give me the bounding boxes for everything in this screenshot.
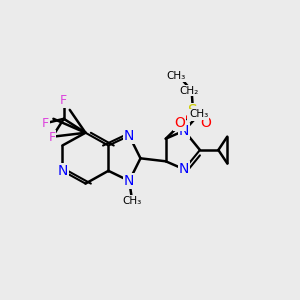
Text: S: S: [188, 104, 198, 119]
Text: CH₃: CH₃: [167, 71, 186, 81]
Text: N: N: [124, 174, 134, 188]
Text: CH₂: CH₂: [179, 85, 198, 96]
Text: N: N: [179, 162, 189, 176]
Text: F: F: [48, 131, 56, 144]
Text: N: N: [179, 124, 189, 138]
Text: N: N: [124, 129, 134, 143]
Text: CH₃: CH₃: [122, 196, 142, 206]
Text: N: N: [57, 164, 68, 178]
Text: O: O: [174, 116, 185, 130]
Text: F: F: [60, 94, 68, 106]
Text: F: F: [42, 117, 49, 130]
Text: O: O: [200, 116, 211, 130]
Text: CH₃: CH₃: [189, 109, 209, 119]
